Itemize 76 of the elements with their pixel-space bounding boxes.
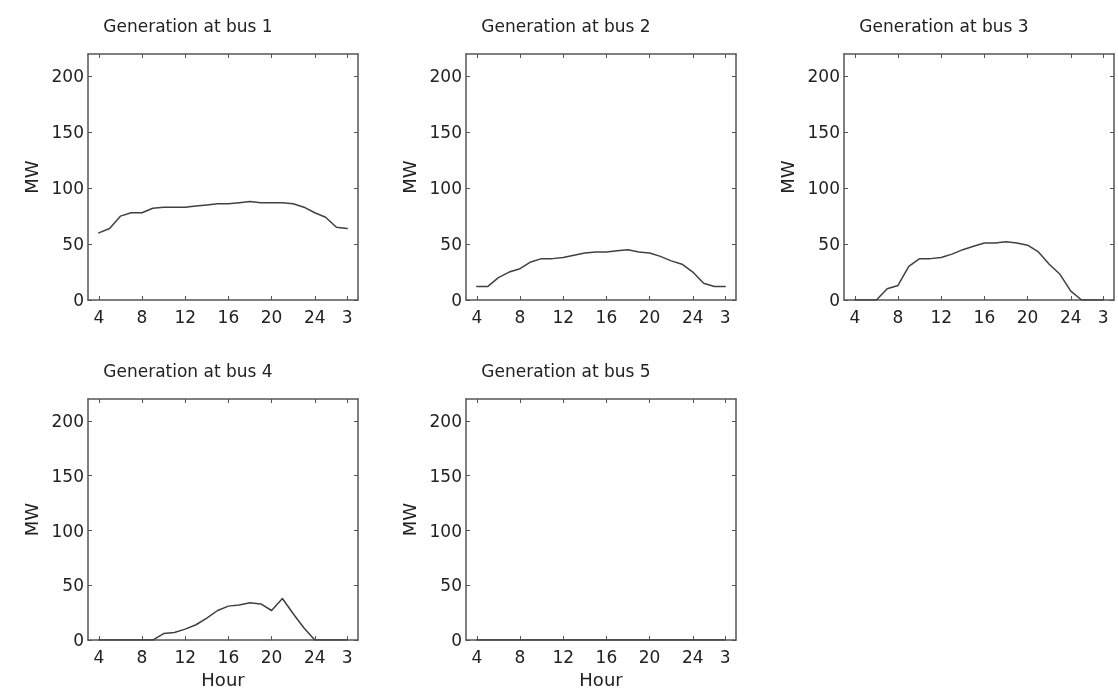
chart-title: Generation at bus 3: [859, 15, 1029, 36]
chart-title: Generation at bus 5: [481, 360, 651, 381]
line-series: [476, 248, 726, 288]
x-tick-label: 8: [892, 306, 904, 327]
y-tick-label: 50: [440, 234, 462, 255]
y-tick-label: 100: [429, 520, 462, 541]
chart-title: Generation at bus 1: [103, 15, 273, 36]
x-axis-title: Hour: [579, 668, 624, 690]
x-tick-label: 4: [93, 306, 105, 327]
y-tick-label: 150: [51, 465, 84, 486]
y-tick-label: 0: [73, 290, 84, 310]
x-tick-label: 20: [1016, 306, 1039, 327]
x-tick-label: 12: [552, 306, 575, 327]
y-tick-label: 200: [429, 410, 462, 431]
y-tick-label: 0: [451, 630, 462, 651]
y-tick-label: 150: [807, 122, 840, 143]
y-tick-label: 200: [51, 66, 84, 87]
y-tick-label: 50: [818, 234, 840, 255]
y-tick-label: 200: [807, 66, 840, 87]
x-tick-label: 12: [174, 306, 197, 327]
y-tick-label: 100: [51, 520, 84, 541]
x-tick-label: 12: [930, 306, 953, 327]
x-tick-label: 20: [638, 306, 661, 327]
x-tick-label: 16: [595, 646, 618, 667]
x-tick-label: 24: [681, 306, 704, 327]
x-tick-label: 24: [303, 306, 326, 327]
chart-title: Generation at bus 2: [481, 15, 651, 36]
y-tick-label: 50: [62, 234, 84, 255]
y-tick-label: 50: [440, 575, 462, 596]
y-tick-label: 100: [807, 178, 840, 199]
line-series: [98, 597, 348, 641]
y-tick-label: 50: [62, 575, 84, 596]
x-tick-label: 8: [514, 646, 526, 667]
x-tick-label: 12: [552, 646, 575, 667]
x-tick-label: 16: [217, 306, 240, 327]
x-tick-label: 4: [93, 646, 105, 667]
y-tick-label: 200: [429, 66, 462, 87]
x-tick-label: 16: [217, 646, 240, 667]
x-tick-label: 20: [260, 306, 283, 327]
x-tick-label: 16: [595, 306, 618, 327]
y-tick-label: 150: [429, 122, 462, 143]
x-tick-label: 24: [1059, 306, 1082, 327]
line-series: [98, 200, 348, 234]
x-tick-label: 24: [303, 646, 326, 667]
y-axis-title: MW: [21, 502, 43, 537]
x-tick-label: 16: [973, 306, 996, 327]
line-series: [854, 241, 1104, 301]
y-tick-label: 100: [429, 178, 462, 199]
x-tick-label: 8: [136, 306, 148, 327]
x-tick-label: 4: [849, 306, 861, 327]
x-tick-label: 3: [341, 306, 353, 327]
x-tick-label: 12: [174, 646, 197, 667]
x-tick-label: 20: [638, 646, 661, 667]
x-tick-label: 4: [471, 306, 483, 327]
x-tick-label: 3: [1097, 306, 1109, 327]
x-tick-label: 8: [514, 306, 526, 327]
x-tick-label: 3: [719, 306, 731, 327]
y-tick-label: 200: [51, 410, 84, 431]
x-tick-label: 4: [471, 646, 483, 667]
y-tick-label: 150: [51, 122, 84, 143]
y-axis-title: MW: [399, 502, 421, 537]
x-tick-label: 8: [136, 646, 148, 667]
y-tick-label: 0: [73, 630, 84, 651]
y-tick-label: 100: [51, 178, 84, 199]
x-tick-label: 20: [260, 646, 283, 667]
y-tick-label: 0: [829, 290, 840, 310]
x-axis-title: Hour: [201, 668, 246, 690]
x-tick-label: 3: [719, 646, 731, 667]
y-tick-label: 0: [451, 290, 462, 310]
y-axis-title: MW: [399, 160, 421, 194]
y-axis-title: MW: [777, 160, 799, 194]
x-tick-label: 24: [681, 646, 704, 667]
y-axis-title: MW: [21, 160, 43, 194]
x-tick-label: 3: [341, 646, 353, 667]
y-tick-label: 150: [429, 465, 462, 486]
chart-title: Generation at bus 4: [103, 360, 273, 381]
